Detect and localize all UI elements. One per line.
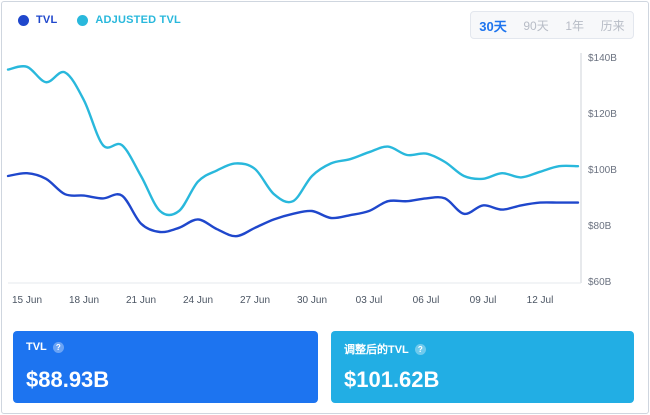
tvl-card: TVL ? $88.93B <box>13 331 318 403</box>
adjusted-tvl-card: 调整后的TVL ? $101.62B <box>331 331 634 403</box>
chart-legend: TVL ADJUSTED TVL <box>18 14 201 26</box>
y-tick-label: $100B <box>588 165 617 176</box>
x-tick-label: 15 Jun <box>12 295 42 306</box>
legend-dot-adjusted-tvl <box>77 14 89 26</box>
adjusted-tvl-card-title-row: 调整后的TVL ? <box>344 341 426 357</box>
x-tick-label: 03 Jul <box>356 295 383 306</box>
x-tick-label: 21 Jun <box>126 295 156 306</box>
series-line-tvl <box>6 171 580 238</box>
x-tick-label: 24 Jun <box>183 295 213 306</box>
legend-item-tvl[interactable]: TVL <box>18 14 57 26</box>
range-tab-1y[interactable]: 1年 <box>565 18 585 33</box>
y-tick-label: $140B <box>588 53 617 64</box>
x-tick-label: 06 Jul <box>413 295 440 306</box>
x-tick-label: 09 Jul <box>470 295 497 306</box>
legend-item-adjusted-tvl[interactable]: ADJUSTED TVL <box>77 14 181 26</box>
series-line-adjusted-tvl <box>6 65 580 217</box>
tvl-card-value: $88.93B <box>26 367 110 392</box>
x-tick-label: 12 Jul <box>527 295 554 306</box>
range-tab-30d[interactable]: 30天 <box>479 18 507 34</box>
info-icon[interactable]: ? <box>52 341 64 353</box>
range-tab-all[interactable]: 历来 <box>600 18 625 33</box>
range-tab-90d[interactable]: 90天 <box>523 18 549 33</box>
legend-label-tvl: TVL <box>36 14 58 26</box>
legend-dot-tvl <box>18 14 29 26</box>
tvl-card-title-row: TVL ? <box>26 341 64 353</box>
adjusted-tvl-card-title: 调整后的TVL <box>344 344 409 356</box>
adjusted-tvl-card-value: $101.62B <box>344 367 440 392</box>
legend-label-adjusted-tvl: ADJUSTED TVL <box>95 14 181 26</box>
info-icon[interactable]: ? <box>414 343 426 355</box>
time-range-selector: 30天 90天 1年 历来 <box>470 11 634 39</box>
y-tick-label: $80B <box>588 221 612 232</box>
x-tick-label: 18 Jun <box>69 295 99 306</box>
x-tick-label: 27 Jun <box>240 295 270 306</box>
x-tick-label: 30 Jun <box>297 295 327 306</box>
y-tick-label: $120B <box>588 109 617 120</box>
y-tick-label: $60B <box>588 277 612 288</box>
tvl-card-title: TVL <box>26 341 47 353</box>
tvl-line-chart: $60B $80B $100B $120B $140B 15 Jun 18 Jun 21 Ju… <box>6 53 617 306</box>
